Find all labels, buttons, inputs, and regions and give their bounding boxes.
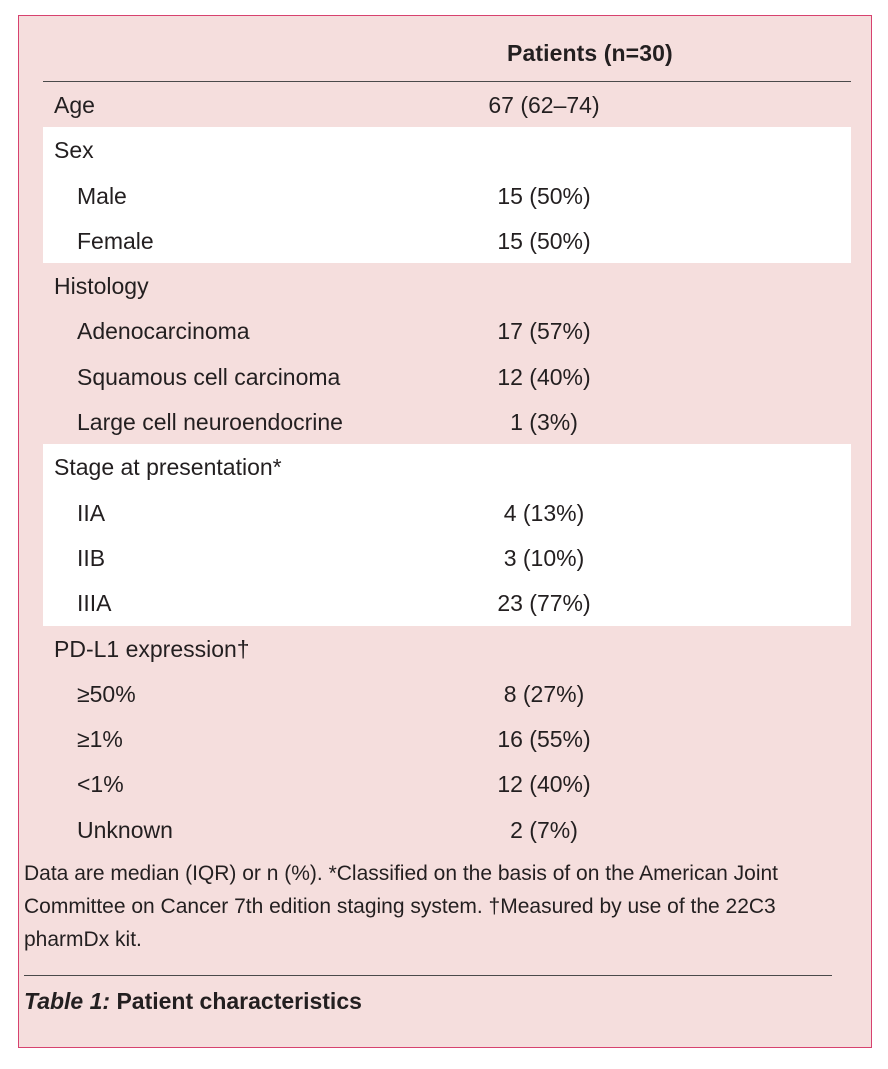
- row-value: 1 (3%): [510, 409, 578, 436]
- table-row: Large cell neuroendocrine 1 (3%): [43, 399, 851, 444]
- table-row: Histology: [43, 263, 851, 308]
- table-row: Female 15 (50%): [43, 218, 851, 263]
- row-value: 16 (55%): [497, 726, 591, 753]
- table-row: PD-L1 expression†: [43, 626, 851, 671]
- row-value: 4 (13%): [503, 499, 585, 526]
- row-value: 2 (7%): [510, 816, 578, 843]
- row-label: Female: [77, 227, 154, 254]
- table-footnote: Data are median (IQR) or n (%). *Classif…: [24, 862, 779, 951]
- table-row: <1% 12 (40%): [43, 761, 851, 806]
- table-row: IIA 4 (13%): [43, 490, 851, 535]
- table-row: ≥1% 16 (55%): [43, 716, 851, 761]
- patient-table: Patients (n=30) Age 67 (62–74) Sex Male …: [43, 16, 851, 852]
- row-label: Large cell neuroendocrine: [77, 409, 343, 436]
- row-value: 15 (50%): [497, 182, 591, 209]
- table-row: Unknown 2 (7%): [43, 807, 851, 852]
- table-row: IIIA 23 (77%): [43, 580, 851, 625]
- table-row: Stage at presentation*: [43, 444, 851, 489]
- row-value: 17 (57%): [497, 318, 591, 345]
- table-group-sex: Sex Male 15 (50%) Female 15 (50%): [43, 127, 851, 264]
- table-group-age: Age 67 (62–74): [43, 82, 851, 127]
- row-label: PD-L1 expression†: [54, 635, 250, 662]
- row-label: Stage at presentation*: [54, 454, 282, 481]
- table-row: Adenocarcinoma 17 (57%): [43, 308, 851, 353]
- caption-number: Table 1:: [24, 988, 111, 1014]
- table-row: IIB 3 (10%): [43, 535, 851, 580]
- row-value: 23 (77%): [497, 590, 591, 617]
- table-row: Squamous cell carcinoma 12 (40%): [43, 354, 851, 399]
- table-row: Male 15 (50%): [43, 173, 851, 218]
- row-label: ≥1%: [77, 726, 123, 753]
- row-label: Age: [54, 92, 95, 118]
- row-label: Adenocarcinoma: [77, 318, 250, 345]
- table-row: ≥50% 8 (27%): [43, 671, 851, 716]
- column-header-patients: Patients (n=30): [507, 40, 673, 66]
- row-value: 8 (27%): [503, 680, 585, 707]
- table-caption: Table 1: Patient characteristics: [24, 988, 362, 1015]
- table-panel: Patients (n=30) Age 67 (62–74) Sex Male …: [18, 15, 872, 1048]
- table-group-histology: Histology Adenocarcinoma 17 (57%) Squamo…: [43, 263, 851, 444]
- caption-divider: [24, 975, 832, 976]
- row-label: IIIA: [77, 590, 112, 617]
- table-group-stage: Stage at presentation* IIA 4 (13%) IIB 3…: [43, 444, 851, 626]
- row-label: ≥50%: [77, 680, 136, 707]
- row-value: 67 (62–74): [488, 92, 600, 118]
- row-value: 15 (50%): [497, 227, 591, 254]
- row-label: Histology: [54, 273, 149, 300]
- table-group-pdl1: PD-L1 expression† ≥50% 8 (27%) ≥1% 16 (5…: [43, 626, 851, 852]
- row-label: <1%: [77, 771, 124, 798]
- row-value: 12 (40%): [497, 363, 591, 390]
- row-label: IIA: [77, 499, 106, 526]
- row-value: 3 (10%): [503, 544, 585, 571]
- table-row: Sex: [43, 127, 851, 172]
- row-value: 12 (40%): [497, 771, 591, 798]
- caption-title: Patient characteristics: [116, 988, 362, 1014]
- table-row: Age 67 (62–74): [43, 82, 851, 127]
- row-label: IIB: [77, 544, 106, 571]
- row-label: Unknown: [77, 816, 173, 843]
- row-label: Squamous cell carcinoma: [77, 363, 341, 390]
- table-header-row: Patients (n=30): [43, 16, 851, 82]
- row-label: Sex: [54, 137, 94, 164]
- row-label: Male: [77, 182, 127, 209]
